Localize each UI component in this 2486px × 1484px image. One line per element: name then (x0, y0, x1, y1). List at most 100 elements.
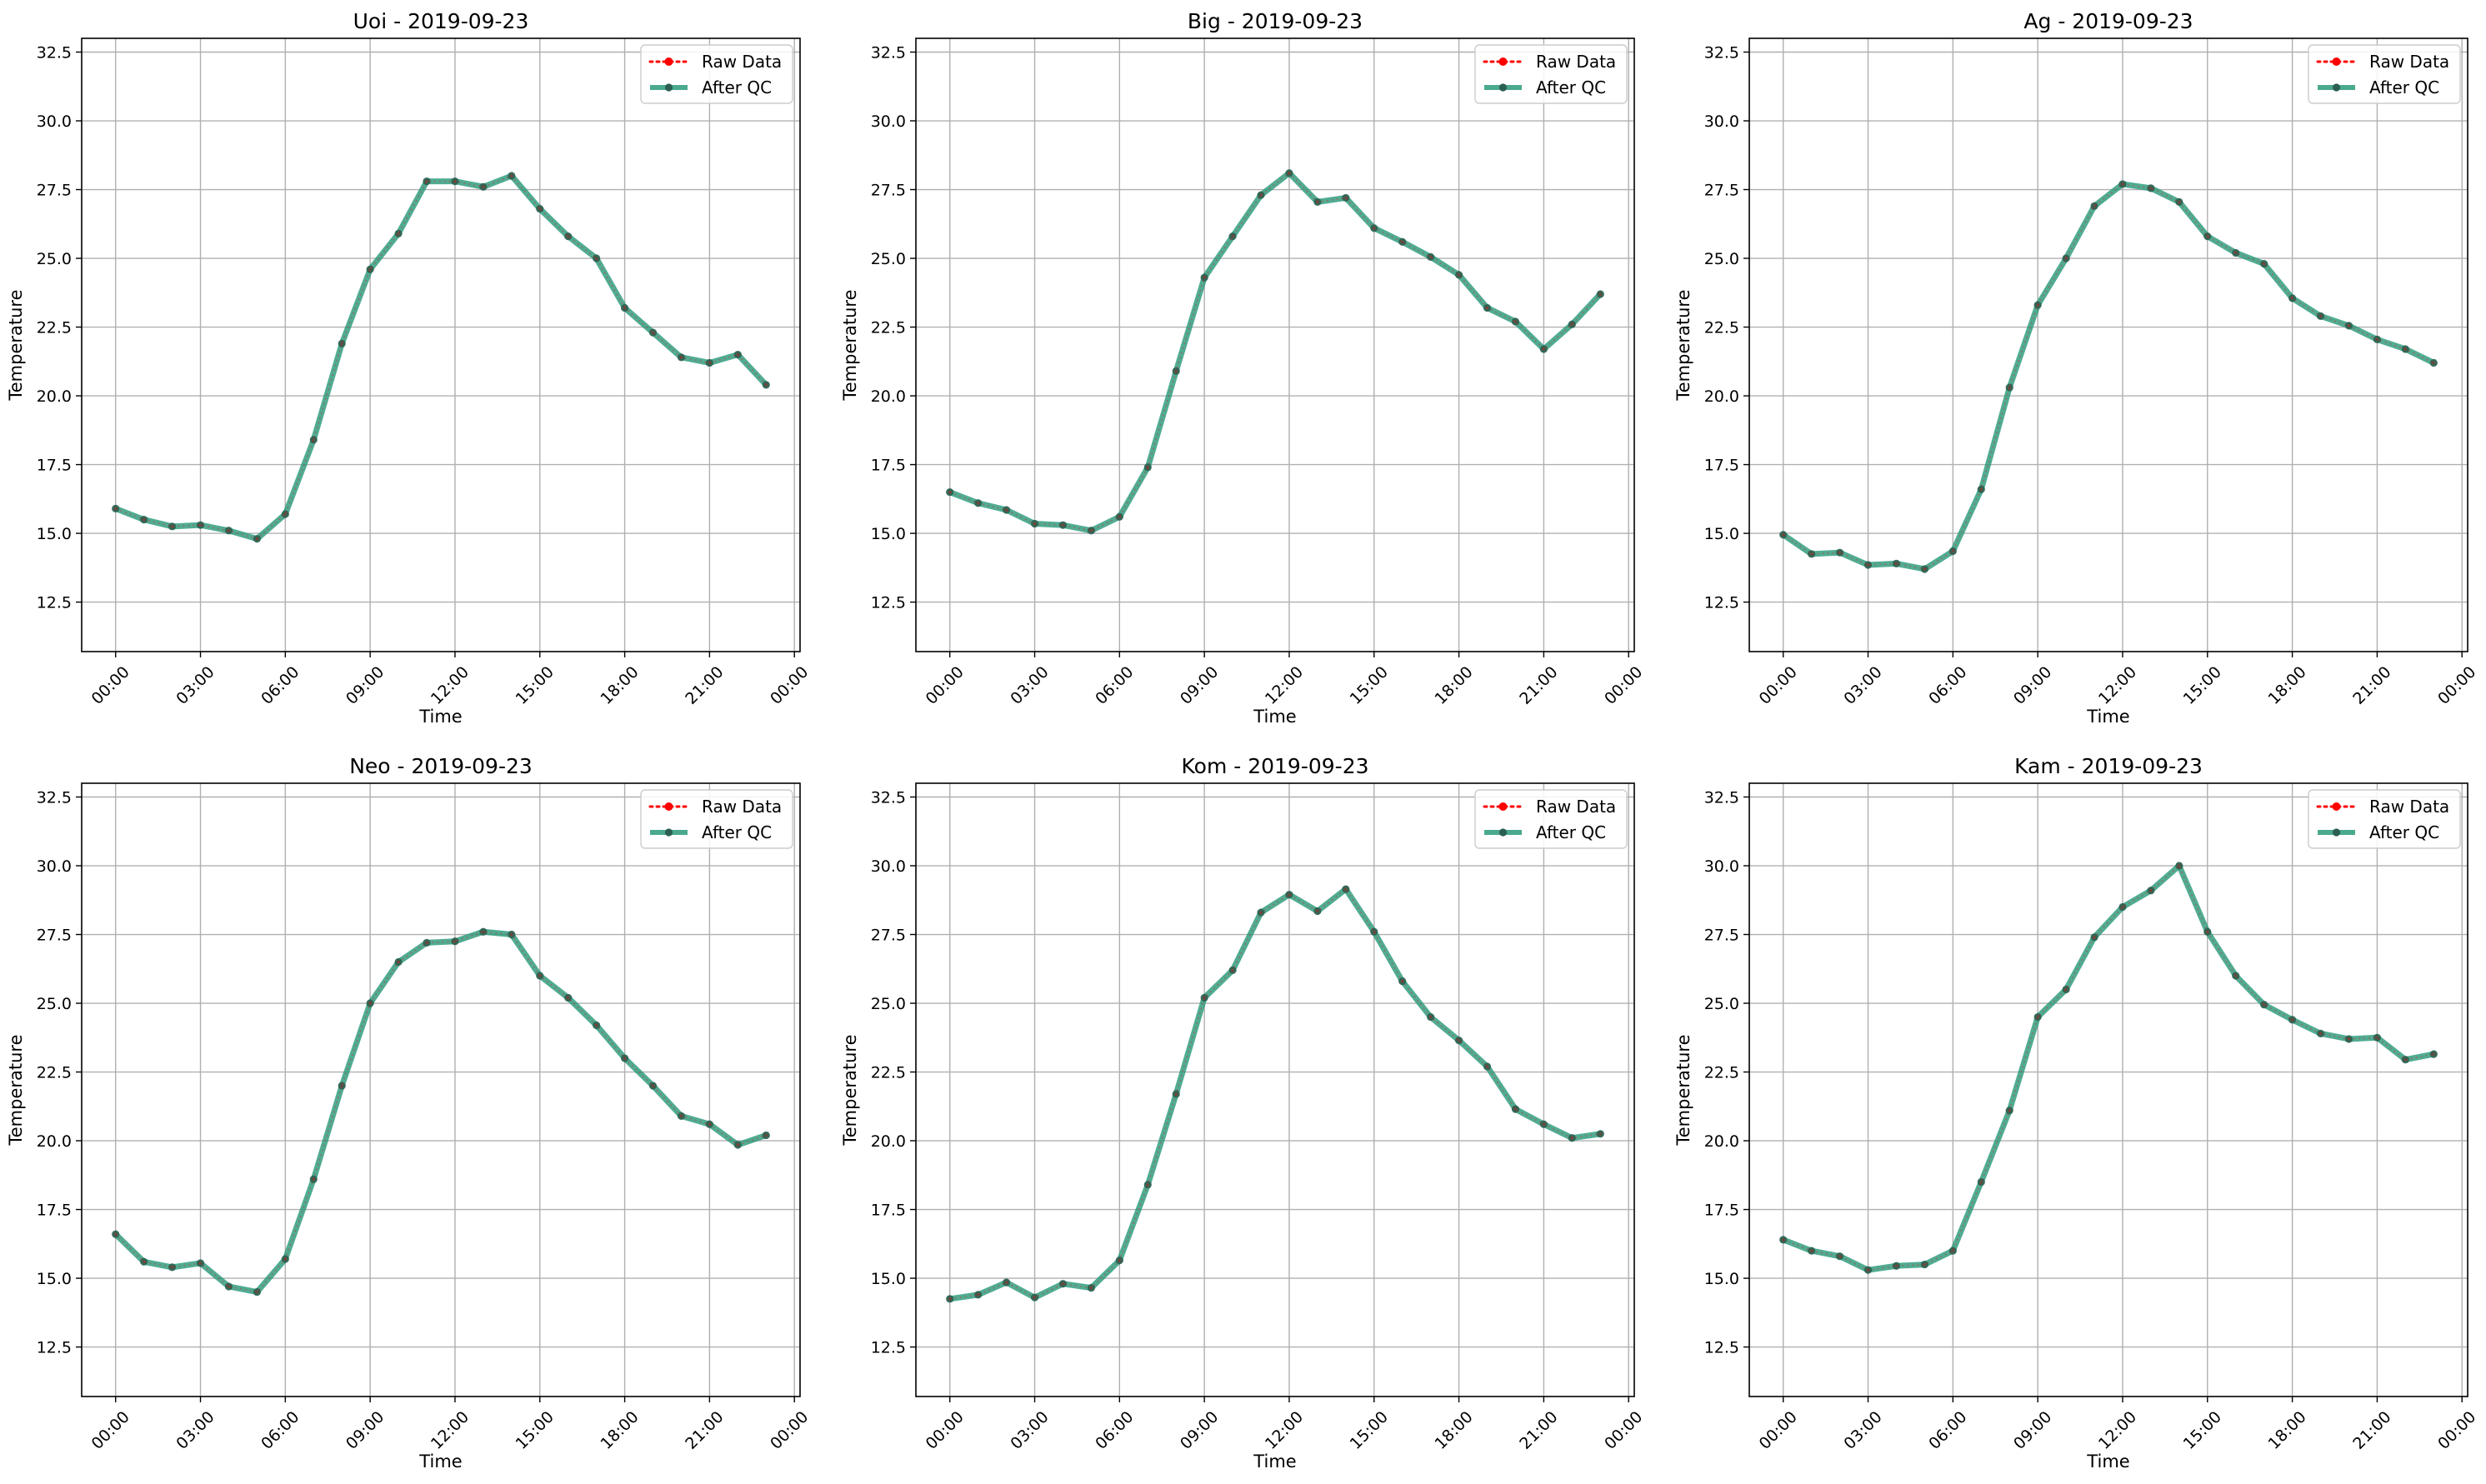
panel-5: Kom - 2019-09-23 12.5 15.0 17.5 20.0 22.5 25.0… (840, 754, 1646, 1472)
raw-data-point (1033, 522, 1037, 526)
y-tick-label: 15.0 (871, 1270, 906, 1288)
y-tick-label: 25.0 (871, 250, 906, 268)
raw-data-point (1061, 523, 1065, 527)
after-qc-point (508, 172, 516, 180)
series-line-after-qc (947, 886, 1603, 1302)
y-tick-label: 20.0 (37, 1132, 72, 1151)
raw-data-point (1809, 552, 1813, 556)
legend: Raw Data After QC (2308, 44, 2461, 104)
legend: Raw Data After QC (2308, 789, 2461, 849)
plot-frame (81, 782, 801, 1397)
y-tick-label: 22.5 (871, 319, 906, 337)
y-tick-label: 32.5 (871, 44, 906, 62)
raw-data-point (764, 382, 768, 387)
y-tick-label: 30.0 (37, 112, 72, 131)
y-tick-label: 32.5 (871, 789, 906, 807)
after-qc-point (974, 1291, 983, 1299)
panel-title: Uoi - 2019-09-23 (353, 9, 529, 33)
after-qc-point (338, 1082, 346, 1090)
after-qc-point (1596, 290, 1604, 298)
raw-data-point (1203, 276, 1207, 280)
after-qc-point (1257, 908, 1265, 917)
legend-qc-label: After QC (702, 822, 772, 842)
y-tick-label: 30.0 (37, 857, 72, 876)
raw-data-point (1542, 347, 1546, 351)
after-qc-point (564, 232, 573, 241)
y-tick-label: 12.5 (37, 594, 72, 612)
x-tick-label: 09:00 (343, 663, 388, 708)
after-qc-point (2344, 1035, 2353, 1043)
raw-data-point (2036, 1015, 2040, 1019)
after-qc-point (1087, 527, 1096, 535)
raw-data-point (453, 939, 457, 943)
y-tick-label: 30.0 (1704, 112, 1739, 131)
raw-data-point (1485, 1064, 1489, 1068)
x-axis-label: Time (1253, 707, 1296, 727)
after-qc-point (1454, 271, 1463, 279)
after-qc-point (2033, 301, 2042, 309)
x-tick-label: 00:00 (2434, 663, 2479, 708)
after-qc-point (648, 328, 658, 337)
after-qc-point (1892, 1262, 1901, 1270)
raw-data-point (312, 437, 316, 442)
y-tick-label: 17.5 (1704, 1202, 1739, 1220)
raw-data-point (425, 941, 429, 945)
panel-title: Ag - 2019-09-23 (2023, 9, 2193, 33)
raw-data-point (142, 1260, 146, 1264)
raw-data-point (708, 361, 712, 365)
after-qc-point (2288, 1016, 2297, 1024)
raw-data-point (566, 234, 570, 238)
x-tick-label: 06:00 (1092, 1408, 1137, 1453)
raw-data-point (255, 1290, 259, 1294)
after-qc-point (536, 972, 544, 980)
after-qc-point (677, 1112, 686, 1120)
x-tick-label: 18:00 (2264, 663, 2309, 708)
legend-qc-label: After QC (1536, 822, 1606, 842)
series-line-raw-data (1783, 183, 2434, 570)
after-qc-point (1977, 1177, 1985, 1187)
raw-data-point (1428, 1015, 1433, 1019)
after-qc-point (479, 182, 488, 191)
raw-data-point (1513, 1107, 1518, 1112)
raw-data-point (1146, 1182, 1150, 1187)
after-qc-point (1143, 1181, 1152, 1189)
raw-data-point (2036, 303, 2040, 307)
raw-data-point (2375, 1036, 2379, 1040)
after-qc-point (705, 1120, 714, 1128)
raw-data-point (2432, 1052, 2436, 1057)
after-qc-point (1835, 548, 1844, 557)
legend-raw-label: Raw Data (2369, 52, 2449, 72)
after-qc-point (1892, 559, 1901, 567)
raw-data-point (1570, 322, 1574, 327)
raw-data-point (283, 512, 288, 516)
after-qc-point (1808, 550, 1816, 558)
after-qc-point (733, 350, 742, 359)
raw-data-point (1315, 200, 1319, 204)
raw-data-point (481, 185, 485, 189)
raw-data-point (1004, 508, 1008, 512)
after-qc-point (593, 1021, 601, 1030)
raw-data-point (1866, 1268, 1870, 1272)
x-tick-label: 21:00 (682, 663, 727, 708)
after-qc-point (1058, 1280, 1068, 1288)
raw-data-point (1923, 1262, 1927, 1267)
after-qc-point (1779, 1236, 1788, 1244)
x-tick-label: 00:00 (1756, 1408, 1801, 1453)
after-qc-point (1779, 531, 1788, 539)
after-qc-point (112, 504, 120, 512)
x-axis-label: Time (1253, 1452, 1296, 1472)
legend: Raw Data After QC (640, 44, 793, 104)
after-qc-point (366, 265, 374, 273)
after-qc-point (2033, 1012, 2042, 1022)
raw-data-point (1570, 1136, 1574, 1140)
raw-data-point (2403, 1057, 2408, 1062)
x-axis-label: Time (418, 707, 462, 727)
y-tick-label: 20.0 (1704, 387, 1739, 406)
after-qc-point (281, 1255, 289, 1263)
raw-data-point (1894, 562, 1898, 566)
after-qc-point (224, 1282, 233, 1291)
raw-data-point (2008, 1108, 2012, 1112)
after-qc-point (394, 229, 403, 237)
raw-data-point (2318, 314, 2323, 318)
